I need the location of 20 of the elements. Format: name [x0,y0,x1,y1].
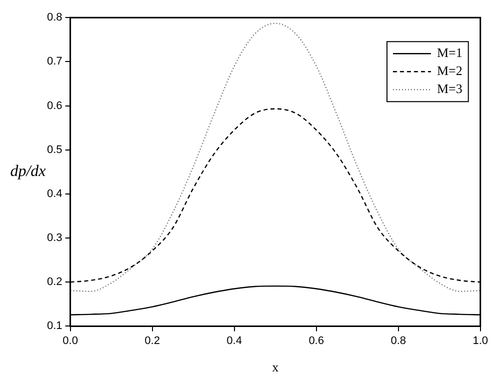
y-tick-label: 0.2 [46,276,62,288]
x-axis-title: x [272,360,280,375]
x-tick-label: 1.0 [472,334,488,347]
y-tick-label: 0.4 [46,188,62,200]
x-tick-label: 0.6 [308,334,324,347]
x-tick-label: 0.2 [144,334,160,347]
legend-label: M=2 [436,63,462,78]
x-tick-label: 0.0 [62,334,78,347]
line-series [70,22,480,292]
y-tick-label: 0.1 [46,320,62,332]
y-tick-label: 0.6 [46,100,62,112]
y-tick-label: 0.3 [46,232,62,244]
y-tick-label: 0.5 [46,144,62,156]
y-tick-label: 0.7 [46,56,62,68]
legend-label: M=3 [436,81,462,96]
legend-label: M=1 [436,45,462,60]
y-tick-label: 0.8 [46,12,62,24]
x-tick-label: 0.8 [390,334,406,347]
x-tick-label: 0.4 [226,334,242,347]
y-axis-title: dp/dx [10,163,46,180]
